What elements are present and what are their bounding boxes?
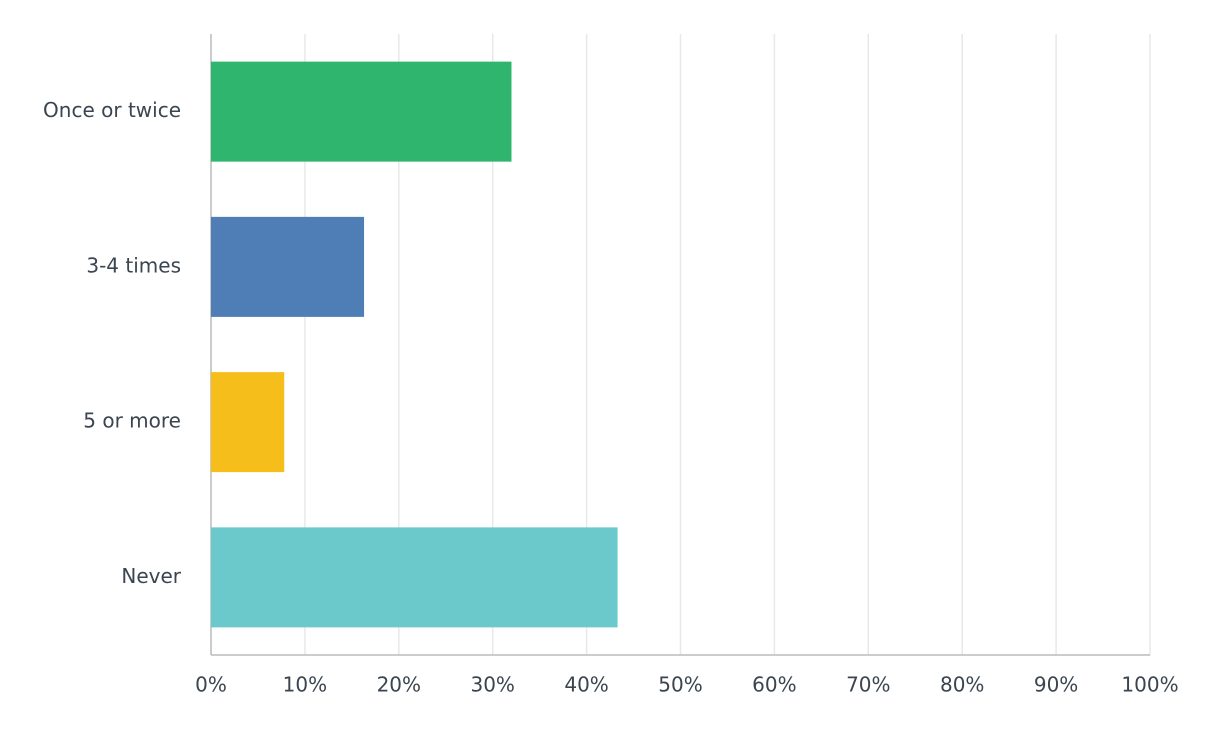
- x-tick-label: 90%: [1034, 673, 1078, 697]
- x-tick-label: 60%: [752, 673, 796, 697]
- y-tick-label: Once or twice: [43, 98, 181, 122]
- x-tick-label: 10%: [283, 673, 327, 697]
- bar: [211, 216, 365, 317]
- x-tick-label: 50%: [658, 673, 702, 697]
- y-tick-label: 5 or more: [83, 409, 181, 433]
- x-tick-label: 40%: [564, 673, 608, 697]
- bar: [211, 61, 512, 162]
- x-tick-label: 70%: [846, 673, 890, 697]
- bar: [211, 372, 285, 473]
- x-tick-label: 0%: [195, 673, 227, 697]
- x-tick-label: 30%: [470, 673, 514, 697]
- x-tick-label: 80%: [940, 673, 984, 697]
- y-tick-label: 3-4 times: [86, 253, 181, 277]
- x-tick-label: 20%: [377, 673, 421, 697]
- bar: [211, 527, 618, 628]
- x-tick-label: 100%: [1121, 673, 1178, 697]
- y-tick-label: Never: [121, 564, 181, 588]
